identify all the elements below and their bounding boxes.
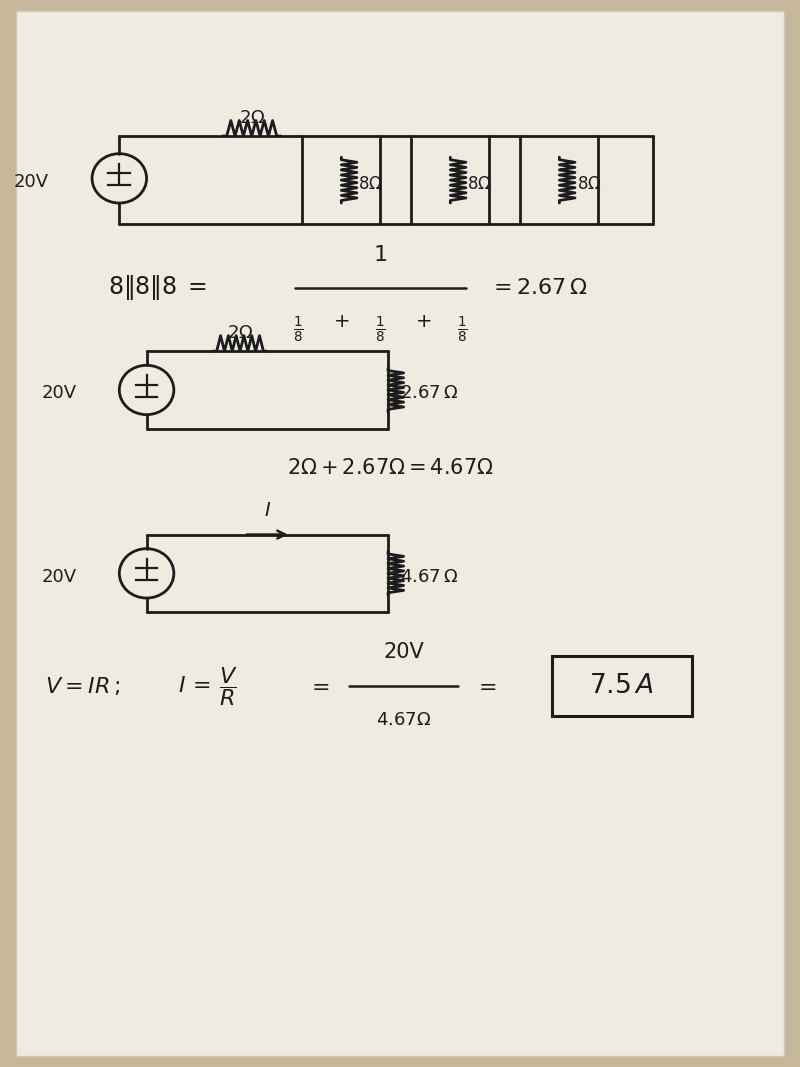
Text: 1: 1 — [373, 245, 387, 265]
Text: $8\Omega$: $8\Omega$ — [467, 175, 492, 193]
Text: $+$: $+$ — [415, 313, 431, 332]
Text: $=$: $=$ — [306, 676, 330, 696]
Text: 20V: 20V — [42, 384, 77, 402]
Text: $2\Omega$: $2\Omega$ — [227, 324, 254, 343]
Text: $V{=}IR\,;$: $V{=}IR\,;$ — [46, 675, 120, 697]
Text: $=$: $=$ — [474, 676, 497, 696]
Text: $2.67\,\Omega$: $2.67\,\Omega$ — [400, 384, 458, 402]
Text: $\frac{1}{8}$: $\frac{1}{8}$ — [375, 315, 386, 345]
Text: $8\Omega$: $8\Omega$ — [577, 175, 602, 193]
Text: $\frac{1}{8}$: $\frac{1}{8}$ — [293, 315, 304, 345]
Text: $I\,{=}\,\dfrac{V}{R}$: $I\,{=}\,\dfrac{V}{R}$ — [178, 665, 238, 707]
Text: $2\Omega + 2.67\Omega = 4.67\Omega$: $2\Omega + 2.67\Omega = 4.67\Omega$ — [286, 458, 494, 478]
Text: $7.5\,A$: $7.5\,A$ — [590, 673, 654, 699]
Text: $2\Omega$: $2\Omega$ — [238, 109, 265, 127]
Text: $I$: $I$ — [264, 501, 271, 521]
Text: $\frac{1}{8}$: $\frac{1}{8}$ — [457, 315, 467, 345]
Text: $= 2.67\,\Omega$: $= 2.67\,\Omega$ — [490, 277, 588, 298]
Text: $+$: $+$ — [333, 313, 350, 332]
Text: $8\|8\|8\;=$: $8\|8\|8\;=$ — [108, 273, 206, 302]
Text: 20V: 20V — [42, 568, 77, 586]
Text: $4.67\Omega$: $4.67\Omega$ — [376, 711, 431, 729]
Bar — [552, 656, 692, 716]
Text: 20V: 20V — [383, 641, 424, 662]
Text: $8\Omega$: $8\Omega$ — [358, 175, 383, 193]
Text: $4.67\,\Omega$: $4.67\,\Omega$ — [400, 568, 458, 586]
Text: 20V: 20V — [14, 173, 50, 191]
